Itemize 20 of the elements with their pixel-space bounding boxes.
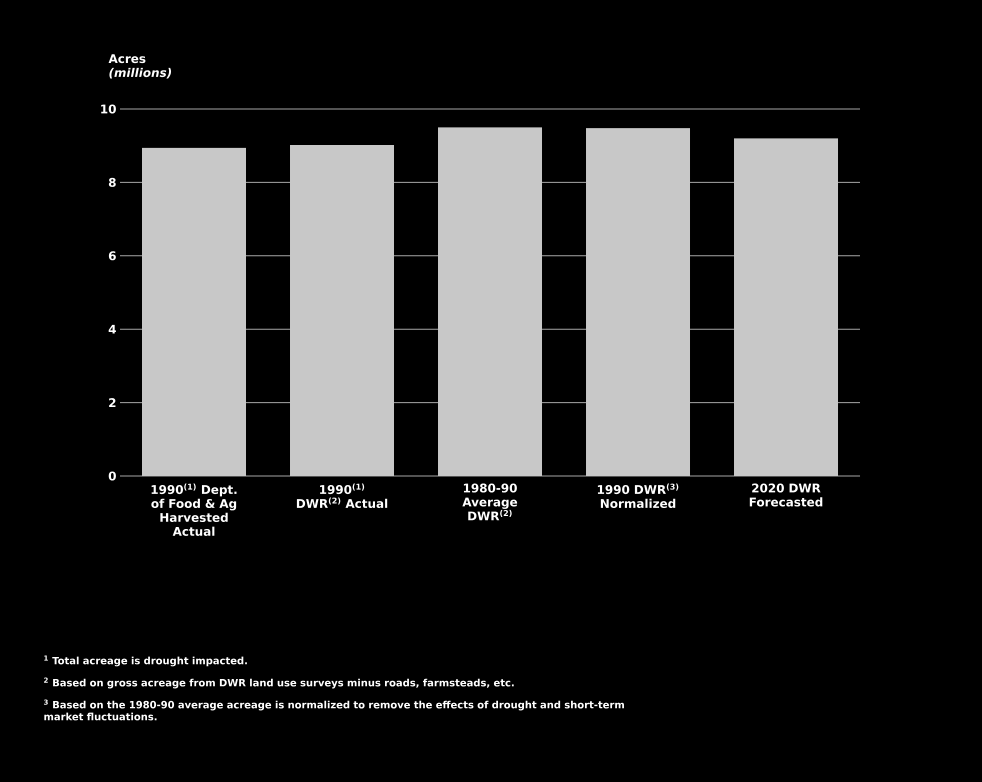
y-tick-label: 2 — [109, 398, 116, 408]
x-tick-label: 1980-90 Average DWR$^{(2)}$ — [462, 484, 518, 520]
bar — [438, 127, 542, 476]
text: $^{2}$ Based on gross acreage from DWR land use surveys minus roads, farmsteads, etc. — [44, 678, 514, 688]
text: $^{3}$ Based on the 1980-90 average acreage is normalized to remove the effects of drought and short-term market fluctuations. — [44, 700, 624, 720]
x-tick-label: 1990$^{(1)}$ Dept. of Food & Ag Harvested Actual — [151, 484, 237, 536]
y-tick-label: 10 — [101, 104, 116, 114]
text: $^{1}$ Total acreage is drought impacted. — [44, 656, 247, 666]
y-tick-label: 8 — [108, 178, 116, 187]
bar — [734, 138, 838, 476]
bar — [290, 144, 394, 476]
y-tick-label: 6 — [108, 251, 116, 260]
y-axis-title: Acres (millions) — [108, 54, 172, 78]
x-tick-label: 1990 DWR$^{(3)}$ Normalized — [598, 484, 678, 508]
bar — [586, 128, 690, 476]
y-tick-label: 4 — [108, 324, 116, 334]
category-label: 1990$^{(1)}$ DWR$^{(2)}$ Actual — [296, 484, 388, 508]
bar — [142, 148, 246, 476]
y-tick-label: 0 — [108, 471, 116, 481]
x-tick-label: 2020 DWR Forecasted — [750, 484, 822, 507]
